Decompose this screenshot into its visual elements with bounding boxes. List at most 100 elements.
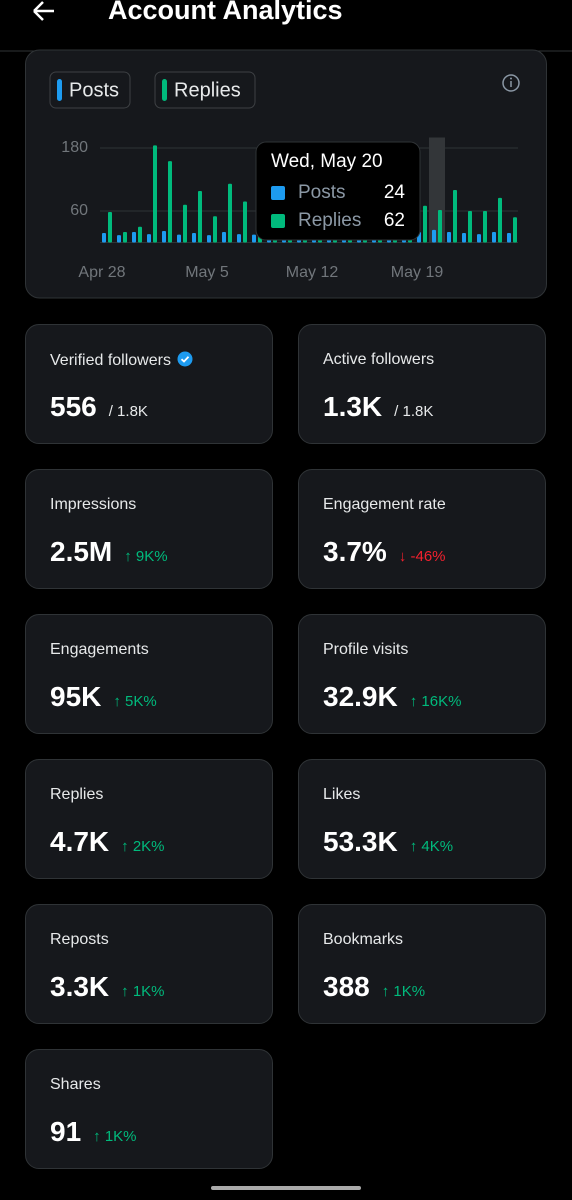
stat-card[interactable]: Replies 4.7K ↑ 2K% — [25, 759, 273, 879]
stat-title: Replies — [50, 786, 103, 804]
hover-band — [429, 137, 445, 243]
stat-title-text: Bookmarks — [323, 931, 404, 948]
stat-value: 388 ↑ 1K% — [323, 971, 425, 1003]
tooltip-value: 62 — [384, 210, 405, 231]
stat-card[interactable]: Engagements 95K ↑ 5K% — [25, 614, 273, 734]
bar — [177, 234, 181, 243]
stat-value: 91 ↑ 1K% — [50, 1116, 137, 1148]
stat-title: Likes — [323, 786, 360, 804]
stat-value: 556 / 1.8K — [50, 391, 148, 423]
stat-card[interactable]: Engagement rate 3.7% ↓ -46% — [298, 469, 546, 589]
stat-title-text: Active followers — [323, 351, 435, 368]
stat-card[interactable]: Reposts 3.3K ↑ 1K% — [25, 904, 273, 1024]
stat-card[interactable]: Likes 53.3K ↑ 4K% — [298, 759, 546, 879]
x-tick-label: May 5 — [185, 264, 229, 281]
bar — [102, 233, 106, 243]
tooltip-series: Posts — [298, 182, 346, 203]
stat-title: Impressions — [50, 496, 136, 514]
stat-title-text: Verified followers — [50, 352, 171, 369]
stat-change: ↓ -46% — [398, 548, 446, 565]
stat-title-text: Engagements — [50, 641, 149, 658]
stat-value-text: 53.3K — [323, 826, 398, 857]
bar — [243, 201, 247, 243]
bar — [447, 232, 451, 243]
tooltip-series: Replies — [298, 210, 361, 231]
bar — [162, 230, 166, 243]
home-indicator — [211, 1186, 361, 1190]
y-tick-label: 180 — [61, 139, 88, 156]
stat-value: 3.7% ↓ -46% — [323, 536, 446, 568]
bar — [507, 233, 511, 243]
info-icon[interactable] — [502, 74, 520, 92]
legend-swatch — [162, 79, 167, 101]
tooltip-title: Wed, May 20 — [271, 151, 383, 172]
stat-change: ↑ 5K% — [113, 693, 157, 710]
stat-change: ↑ 9K% — [124, 548, 168, 565]
tooltip-swatch — [271, 186, 285, 200]
stat-title: Verified followers — [50, 351, 193, 370]
tooltip-value: 24 — [384, 182, 406, 203]
bar — [147, 234, 151, 243]
legend-button[interactable] — [49, 71, 131, 109]
bar — [498, 197, 502, 243]
bar — [108, 212, 112, 243]
legend-label: Posts — [69, 79, 119, 101]
y-tick-label: 60 — [70, 202, 88, 219]
stat-title-text: Profile visits — [323, 641, 409, 658]
stat-value-text: 4.7K — [50, 826, 110, 857]
bar — [117, 235, 121, 243]
stat-value: 3.3K ↑ 1K% — [50, 971, 165, 1003]
legend-swatch — [57, 79, 62, 101]
bar — [228, 183, 232, 243]
bar — [438, 209, 442, 243]
stat-value-text: 95K — [50, 681, 102, 712]
stat-title-text: Reposts — [50, 931, 109, 948]
stat-card[interactable]: Impressions 2.5M ↑ 9K% — [25, 469, 273, 589]
stat-title-text: Shares — [50, 1076, 101, 1093]
bar — [192, 233, 196, 243]
stat-card[interactable]: Shares 91 ↑ 1K% — [25, 1049, 273, 1169]
badge-check — [180, 356, 190, 363]
stat-title: Active followers — [323, 351, 434, 369]
bar — [432, 229, 436, 243]
stat-title-text: Impressions — [50, 496, 137, 513]
stat-title: Engagements — [50, 641, 149, 659]
bar — [483, 211, 487, 243]
bar — [153, 145, 157, 243]
bar — [492, 232, 496, 243]
stat-change: ↑ 1K% — [121, 983, 165, 1000]
stat-value-text: 1.3K — [323, 391, 383, 422]
x-tick-label: May 19 — [391, 264, 444, 281]
bar — [468, 211, 472, 243]
stat-change: ↑ 1K% — [381, 983, 426, 1000]
stat-card[interactable]: Profile visits 32.9K ↑ 16K% — [298, 614, 546, 734]
page-title: Account Analytics — [108, 0, 343, 25]
stat-card[interactable]: Active followers 1.3K / 1.8K — [298, 324, 546, 444]
stat-title: Bookmarks — [323, 931, 403, 949]
bar — [132, 232, 136, 243]
chart-area: Account Analytics Posts Replies 60 180 Apr 2… — [0, 0, 572, 299]
stat-value-text: 3.7% — [323, 536, 387, 567]
stat-value-text: 91 — [50, 1116, 82, 1147]
stat-title-text: Replies — [50, 786, 104, 803]
stat-title: Shares — [50, 1076, 101, 1094]
bar — [198, 191, 202, 243]
bar — [222, 232, 226, 243]
legend-button[interactable] — [154, 71, 256, 109]
stat-value-text: 3.3K — [50, 971, 110, 1002]
x-tick-label: May 12 — [286, 264, 339, 281]
stat-title: Profile visits — [323, 641, 408, 659]
stat-card[interactable]: Verified followers 556 / 1.8K — [25, 324, 273, 444]
stat-card[interactable]: Bookmarks 388 ↑ 1K% — [298, 904, 546, 1024]
stat-value: 2.5M ↑ 9K% — [50, 536, 168, 568]
legend-label: Replies — [174, 79, 241, 101]
stat-change: ↑ 1K% — [93, 1128, 137, 1145]
stat-title: Reposts — [50, 931, 109, 949]
tooltip — [255, 141, 421, 241]
stat-value: 53.3K ↑ 4K% — [323, 826, 453, 858]
stat-value-text: 388 — [323, 971, 370, 1002]
stat-value: 4.7K ↑ 2K% — [50, 826, 165, 858]
back-arrow[interactable] — [33, 1, 54, 21]
bar — [207, 235, 211, 243]
